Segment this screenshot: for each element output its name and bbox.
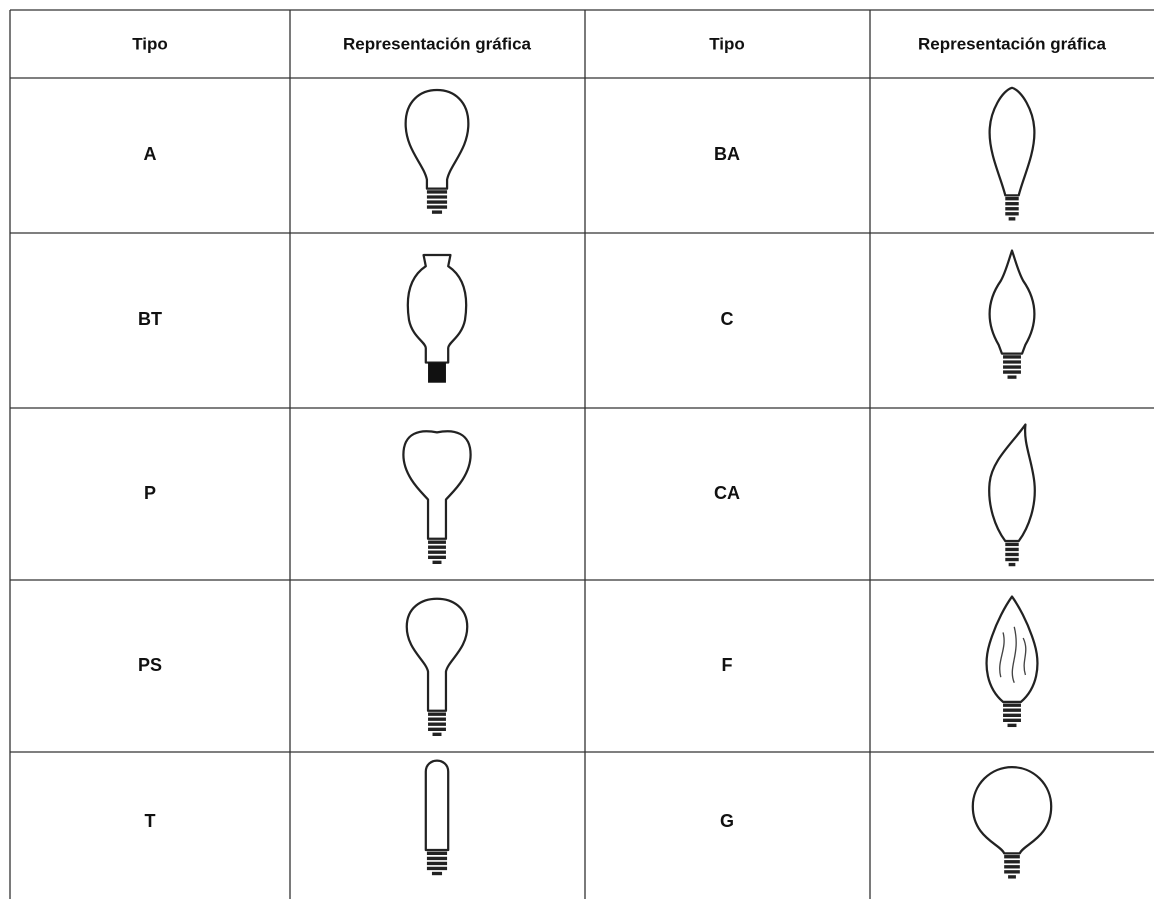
bulb-icon [988, 249, 1036, 379]
bulb-glass [404, 88, 470, 190]
bulb-icon [985, 595, 1039, 728]
type-cell: A [144, 144, 157, 164]
bulb-detail [1011, 626, 1017, 684]
bulb-glass [988, 86, 1036, 197]
bulb-icon [988, 86, 1036, 221]
header-row: Tipo Representación gráfica Tipo Represe… [132, 34, 1106, 53]
header-cell: Representación gráfica [918, 34, 1107, 53]
bulb-glass [988, 249, 1036, 355]
type-cell: F [722, 655, 733, 675]
bulb-glass [988, 423, 1036, 543]
type-cell: BA [714, 144, 740, 164]
bulb-glass [985, 595, 1039, 703]
header-cell: Representación gráfica [343, 34, 532, 53]
bulb-glass [406, 253, 468, 364]
bulb-icon [424, 759, 450, 876]
bulb-glass [402, 430, 472, 540]
bulb-glass [424, 759, 450, 852]
bulb-glass [405, 597, 469, 712]
type-cell: T [145, 811, 156, 831]
bulb-icon [404, 88, 470, 214]
bulb-icon [971, 766, 1053, 879]
bulb-icon [988, 423, 1036, 567]
bulb-icon [406, 253, 468, 383]
bulb-detail [1022, 637, 1027, 676]
bulb-detail [999, 632, 1005, 678]
type-cell: P [144, 483, 156, 503]
type-cell: BT [138, 309, 162, 329]
type-cell: C [721, 309, 734, 329]
type-cell: PS [138, 655, 162, 675]
header-cell: Tipo [709, 34, 745, 53]
bulb-base [428, 362, 446, 383]
bulb-icon [402, 430, 472, 565]
type-cell: CA [714, 483, 740, 503]
bulb-icon [405, 597, 469, 737]
type-cell: G [720, 811, 734, 831]
header-cell: Tipo [132, 34, 168, 53]
bulb-glass [971, 766, 1053, 855]
